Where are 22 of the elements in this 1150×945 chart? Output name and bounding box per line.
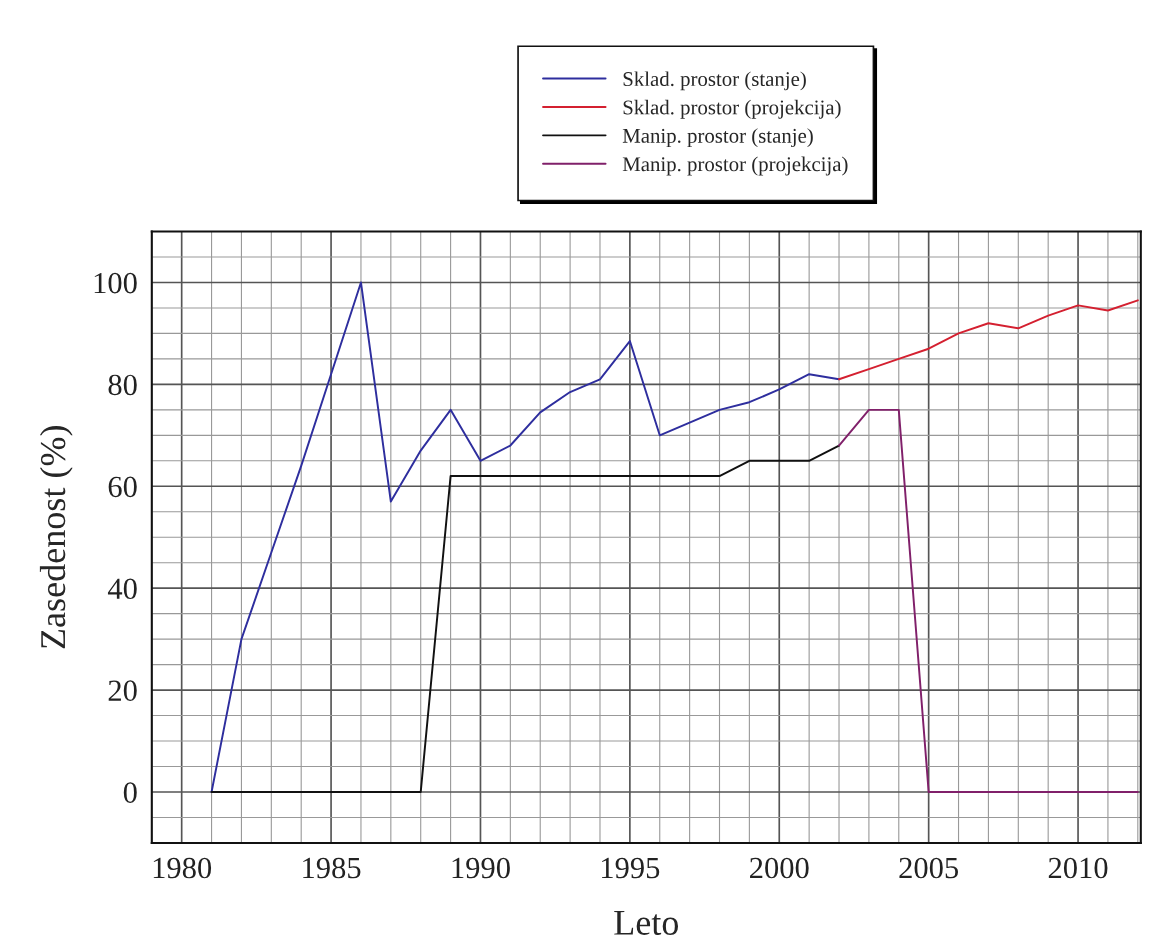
y-tick-label: 20 [108, 680, 137, 701]
y-tick-label: 40 [107, 578, 137, 600]
y-tick-label: 0 [123, 782, 137, 803]
x-tick-label: 2010 [1048, 857, 1108, 879]
x-tick-label: 1985 [303, 857, 361, 879]
x-tick-label: 1995 [602, 857, 660, 879]
y-tick-label: 60 [108, 476, 137, 498]
x-tick-label: 2005 [899, 857, 959, 879]
legend-label: Manip. prostor (projekcija) [622, 156, 848, 176]
y-tick-label: 80 [108, 374, 137, 396]
x-axis-title: Leto [614, 910, 679, 935]
line-series [210, 444, 840, 793]
x-tick-label: 1990 [452, 857, 510, 879]
line-series [210, 281, 840, 793]
line-series [838, 299, 1139, 381]
x-tick-label: 2000 [750, 857, 809, 879]
legend-label: Sklad. prostor (stanje) [623, 71, 806, 91]
y-tick-label: 100 [94, 272, 137, 294]
legend-label: Manip. prostor (stanje) [622, 128, 813, 148]
legend-label: Sklad. prostor (projekcija) [623, 99, 841, 119]
x-tick-label: 1980 [153, 857, 212, 879]
y-axis-title: Zasedenost (%) [39, 426, 73, 649]
